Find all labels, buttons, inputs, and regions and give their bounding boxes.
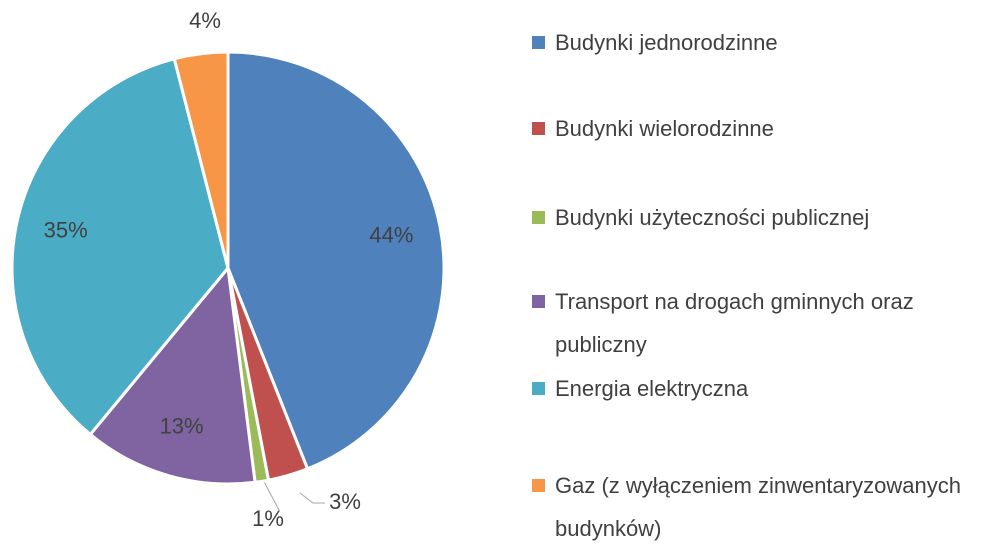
legend-item: Budynki użyteczności publicznej [532, 196, 977, 239]
data-label: 4% [189, 8, 221, 33]
legend-swatch [532, 122, 545, 135]
legend-label: Transport na drogach gminnych oraz publi… [555, 289, 914, 357]
chart: 44% 3% 1% 13% 35% 4% [10, 8, 446, 530]
legend-item: Energia elektryczna [532, 367, 977, 410]
pie-slice [226, 50, 446, 471]
data-label: 44% [369, 223, 413, 248]
leader-line [299, 492, 325, 504]
data-label: 1% [252, 506, 284, 530]
legend-swatch [532, 382, 545, 395]
legend-label: Budynki użyteczności publicznej [555, 205, 870, 230]
page: 44% 3% 1% 13% 35% 4% Budynki jednorodzinne Bud… [10, 7, 977, 541]
data-label: 3% [329, 489, 361, 514]
legend-label: Budynki jednorodzinne [555, 30, 778, 55]
legend-item: Transport na drogach gminnych oraz publi… [532, 280, 977, 366]
pie-slice [172, 50, 230, 269]
pie-slice [88, 264, 257, 486]
legend-label: Energia elektryczna [555, 376, 749, 401]
legend-item: Gaz (z wyłączeniem zinwentaryzowanych bu… [532, 464, 977, 550]
data-label: 13% [160, 414, 204, 439]
data-label: 35% [44, 218, 88, 243]
legend-swatch [532, 211, 545, 224]
legend-item: Budynki wielorodzinne [532, 107, 977, 150]
legend-swatch [532, 479, 545, 492]
legend-label: Gaz (z wyłączeniem zinwentaryzowanych bu… [555, 473, 961, 541]
legend-item: Budynki jednorodzinne [532, 21, 977, 64]
legend-label: Budynki wielorodzinne [555, 116, 774, 141]
legend-swatch [532, 36, 545, 49]
leader-line [261, 477, 280, 511]
pie-slice [10, 56, 230, 437]
legend-swatch [532, 295, 545, 308]
